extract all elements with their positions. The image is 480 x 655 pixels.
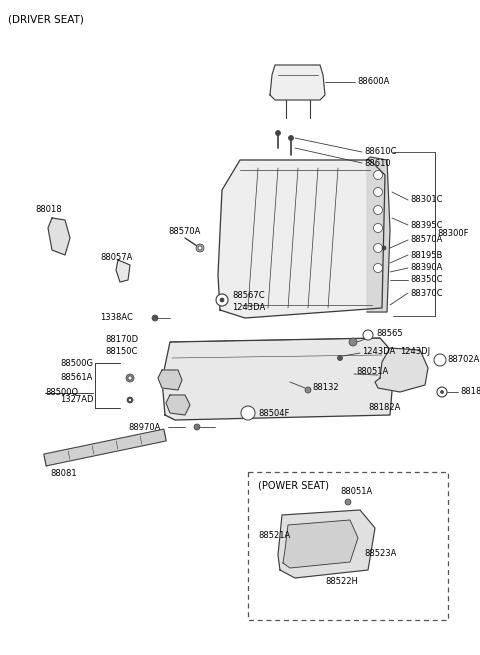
- Circle shape: [152, 315, 158, 321]
- Polygon shape: [48, 218, 70, 255]
- Text: 88702A: 88702A: [447, 356, 480, 364]
- Polygon shape: [270, 65, 325, 100]
- Text: (POWER SEAT): (POWER SEAT): [258, 480, 329, 490]
- Text: 88610: 88610: [364, 159, 391, 168]
- Circle shape: [243, 408, 253, 418]
- Circle shape: [382, 246, 386, 250]
- Circle shape: [373, 263, 383, 272]
- Text: 88051A: 88051A: [340, 487, 372, 496]
- Text: 88150C: 88150C: [105, 348, 137, 356]
- Circle shape: [373, 206, 383, 214]
- Circle shape: [345, 499, 351, 505]
- Text: 88500Q: 88500Q: [45, 388, 78, 398]
- Circle shape: [373, 223, 383, 233]
- Text: 88183B: 88183B: [460, 388, 480, 396]
- Circle shape: [129, 398, 132, 402]
- Text: 88370C: 88370C: [410, 288, 443, 297]
- Circle shape: [276, 130, 280, 136]
- Polygon shape: [116, 260, 130, 282]
- Polygon shape: [375, 348, 428, 392]
- Text: 88504F: 88504F: [258, 409, 289, 417]
- Polygon shape: [283, 520, 358, 568]
- Text: 88521A: 88521A: [258, 531, 290, 540]
- Text: 88182A: 88182A: [368, 403, 400, 413]
- FancyBboxPatch shape: [248, 472, 448, 620]
- Polygon shape: [278, 510, 375, 578]
- Circle shape: [373, 187, 383, 196]
- Text: 1327AD: 1327AD: [60, 396, 94, 405]
- Circle shape: [305, 387, 311, 393]
- Circle shape: [216, 294, 228, 306]
- Polygon shape: [218, 160, 385, 318]
- Text: 1243DA: 1243DA: [232, 303, 265, 312]
- Circle shape: [126, 374, 134, 382]
- Circle shape: [346, 555, 350, 561]
- Circle shape: [128, 376, 132, 380]
- Circle shape: [434, 354, 446, 366]
- Text: 88600A: 88600A: [357, 77, 389, 86]
- Circle shape: [441, 390, 444, 394]
- Text: 88350C: 88350C: [410, 276, 443, 284]
- Text: 88057A: 88057A: [100, 253, 132, 263]
- Circle shape: [194, 424, 200, 430]
- Circle shape: [198, 246, 202, 250]
- Text: 88395C: 88395C: [410, 221, 443, 229]
- Polygon shape: [367, 157, 390, 312]
- Polygon shape: [158, 370, 182, 390]
- Text: 88610C: 88610C: [364, 147, 396, 157]
- Text: 1243DA: 1243DA: [362, 348, 395, 356]
- Text: 88018: 88018: [35, 206, 61, 214]
- Circle shape: [288, 136, 293, 141]
- Text: (DRIVER SEAT): (DRIVER SEAT): [8, 14, 84, 24]
- Text: 88051A: 88051A: [356, 367, 388, 377]
- Text: 1338AC: 1338AC: [100, 314, 133, 322]
- Text: 88081: 88081: [50, 468, 77, 477]
- Text: 88390A: 88390A: [410, 263, 443, 272]
- Text: 88565: 88565: [376, 329, 403, 339]
- Circle shape: [437, 387, 447, 397]
- Circle shape: [373, 170, 383, 179]
- Text: 88970A: 88970A: [128, 422, 160, 432]
- Circle shape: [337, 356, 343, 360]
- Text: 88132: 88132: [312, 383, 338, 392]
- Polygon shape: [166, 395, 190, 415]
- Text: 88523A: 88523A: [364, 550, 396, 559]
- Circle shape: [375, 246, 381, 250]
- Polygon shape: [44, 429, 166, 466]
- Circle shape: [349, 338, 357, 346]
- Circle shape: [375, 265, 381, 271]
- Text: 88570A: 88570A: [410, 236, 443, 244]
- Circle shape: [436, 356, 444, 364]
- Text: 88301C: 88301C: [410, 195, 443, 204]
- Circle shape: [375, 225, 381, 231]
- Circle shape: [373, 244, 383, 252]
- Text: 1243DJ: 1243DJ: [400, 348, 430, 356]
- Text: 88561A: 88561A: [60, 373, 92, 383]
- Circle shape: [363, 330, 373, 340]
- Circle shape: [127, 397, 133, 403]
- Text: 88567C: 88567C: [232, 291, 264, 301]
- Text: 88195B: 88195B: [410, 250, 443, 259]
- Circle shape: [375, 208, 381, 212]
- Text: 88500G: 88500G: [60, 358, 93, 367]
- Text: 88300F: 88300F: [437, 229, 468, 238]
- Circle shape: [241, 406, 255, 420]
- Circle shape: [196, 244, 204, 252]
- Circle shape: [375, 172, 381, 178]
- Polygon shape: [162, 338, 395, 420]
- Text: 88522H: 88522H: [325, 578, 358, 586]
- Circle shape: [220, 298, 224, 302]
- Text: 88170D: 88170D: [105, 335, 138, 345]
- Circle shape: [375, 189, 381, 195]
- Text: 88570A: 88570A: [168, 227, 200, 236]
